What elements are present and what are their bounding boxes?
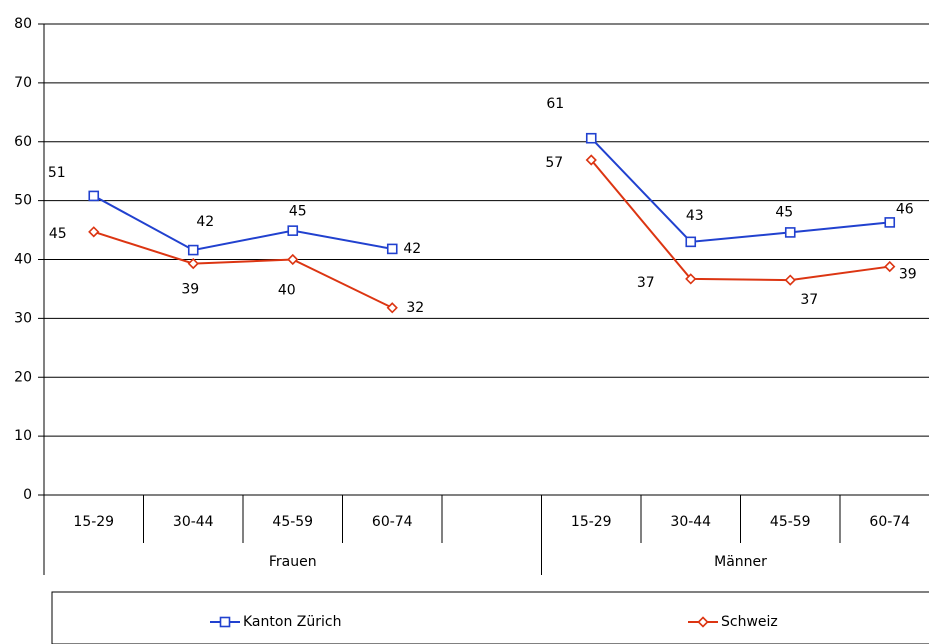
value-label: 51 [48,165,66,181]
y-tick-label: 0 [23,487,32,503]
data-point [187,257,199,270]
x-group-label: Frauen [269,554,317,570]
series-line [590,159,890,282]
data-point [685,273,697,285]
legend-label: Kanton Zürich [243,614,341,630]
data-point [386,302,398,314]
data-point [784,274,796,286]
x-group-label: Männer [714,554,767,570]
data-point [88,226,100,238]
y-tick-label: 20 [14,369,32,385]
legend-label: Schweiz [721,614,778,630]
data-point [187,244,199,256]
data-point [287,253,299,266]
data-point [287,225,299,236]
x-tick-label: 60-74 [869,514,910,530]
value-label: 42 [403,241,421,257]
series-line [93,230,393,309]
x-tick-label: 15-29 [73,514,114,530]
legend-marker [697,616,709,628]
y-tick-label: 10 [14,428,32,444]
value-label: 32 [406,300,424,316]
x-tick-label: 30-44 [670,514,711,530]
value-label: 39 [181,282,199,298]
data-point [386,243,398,255]
value-label: 61 [546,96,564,112]
value-label: 40 [278,283,296,299]
data-point [784,227,796,238]
x-tick-label: 45-59 [770,514,811,530]
value-label: 57 [545,155,563,171]
series-line [590,137,890,243]
data-point [88,190,100,202]
value-label: 46 [896,201,914,217]
x-tick-label: 60-74 [372,514,413,530]
legend-box [51,591,929,644]
x-tick-label: 45-59 [272,514,313,530]
x-tick-label: 30-44 [173,514,214,530]
value-label: 43 [686,208,704,224]
y-tick-label: 30 [14,310,32,326]
y-tick-label: 80 [14,16,32,32]
y-tick-label: 60 [14,134,32,150]
value-label: 45 [775,204,793,220]
value-label: 45 [49,226,67,242]
y-tick-label: 70 [14,75,32,91]
data-point [585,132,597,144]
data-point [884,217,896,228]
legend-marker [219,616,231,628]
value-label: 45 [289,204,307,220]
y-tick-label: 40 [14,252,32,268]
value-label: 37 [637,275,655,291]
series-line [93,195,393,252]
data-point [585,154,597,166]
value-label: 39 [899,267,917,283]
value-label: 42 [196,214,214,230]
x-tick-label: 15-29 [571,514,612,530]
data-point [685,236,697,248]
y-tick-label: 50 [14,193,32,209]
value-label: 37 [800,292,818,308]
data-point [884,260,896,273]
